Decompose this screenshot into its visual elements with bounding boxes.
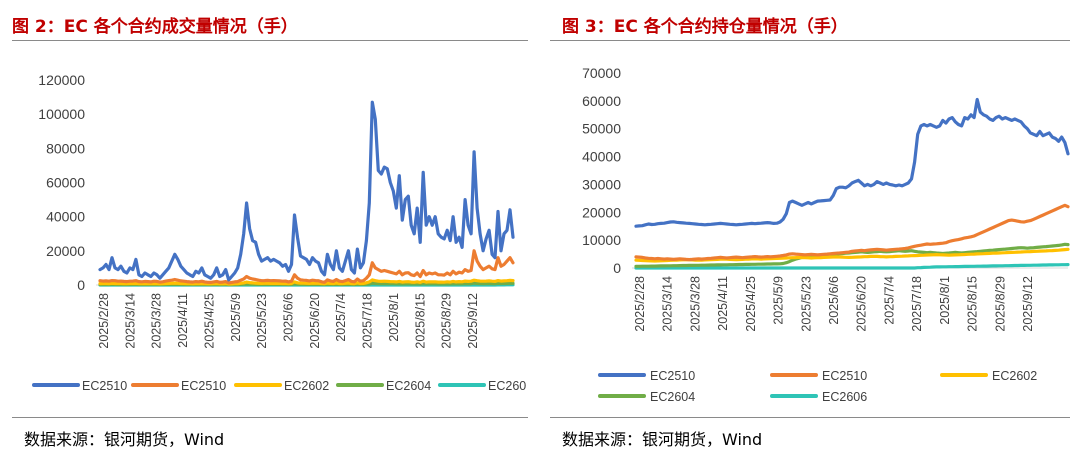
x-tick-label: 2025/5/9 <box>772 276 786 325</box>
y-tick-label: 40000 <box>46 209 85 225</box>
volume-chart-title: 图 2：EC 各个合约成交量情况（手） <box>12 17 298 37</box>
x-tick-label: 2025/6/20 <box>855 276 869 332</box>
volume-chart-panel: 图 2：EC 各个合约成交量情况（手） 0 20000 40000 60000 8000… <box>12 17 528 449</box>
x-tick-label: 2025/8/29 <box>993 276 1007 332</box>
data-source: 数据来源：银河期货，Wind <box>562 430 763 449</box>
data-source: 数据来源：银河期货，Wind <box>24 430 225 449</box>
legend-label: EC2606 <box>822 390 867 404</box>
y-tick-label: 100000 <box>38 106 85 122</box>
x-tick-label: 2025/8/1 <box>387 293 401 342</box>
x-tick-label: 2025/6/20 <box>308 293 322 349</box>
x-tick-label: 2025/5/23 <box>255 293 269 349</box>
y-tick-label: 20000 <box>582 204 621 220</box>
x-tick-label: 2025/6/6 <box>282 293 296 342</box>
x-tick-label: 2025/2/28 <box>97 293 111 349</box>
y-tick-label: 80000 <box>46 140 85 156</box>
y-tick-label: 20000 <box>46 243 85 259</box>
y-tick-label: 60000 <box>46 175 85 191</box>
x-tick-label: 2025/9/12 <box>466 293 480 349</box>
x-tick-label: 2025/9/12 <box>1021 276 1035 332</box>
y-tick-label: 120000 <box>38 72 85 88</box>
series-line-ec2510-0 <box>98 100 515 282</box>
x-tick-label: 2025/4/11 <box>176 293 190 348</box>
legend-label: EC260 <box>488 379 526 393</box>
x-tick-label: 2025/4/11 <box>716 276 730 331</box>
open-interest-chart-panel: 图 3：EC 各个合约持仓量情况（手） 0 10000 20000 30000 4000… <box>548 0 1080 451</box>
x-tick-label: 2025/5/23 <box>799 276 813 332</box>
open-interest-chart-title: 图 3：EC 各个合约持仓量情况（手） <box>562 17 848 37</box>
legend-label: EC2602 <box>992 369 1037 383</box>
y-tick-label: 30000 <box>582 176 621 192</box>
title-divider <box>12 40 528 41</box>
y-tick-label: 50000 <box>582 121 621 137</box>
x-tick-label: 2025/6/6 <box>827 276 841 325</box>
legend-label: EC2510 <box>82 379 127 393</box>
volume-line-chart: 0 20000 40000 60000 80000 100000 120000 2025/2/… <box>32 72 526 393</box>
series-line-ec2606-4 <box>634 263 1070 270</box>
y-tick-label: 10000 <box>582 232 621 248</box>
open-interest-line-chart: 0 10000 20000 30000 40000 50000 60000 70000 2025… <box>582 65 1070 404</box>
x-tick-label: 2025/8/15 <box>413 293 427 349</box>
x-tick-label: 2025/4/25 <box>202 293 216 349</box>
legend-label: EC2510 <box>822 369 867 383</box>
x-tick-label: 2025/3/28 <box>150 293 164 349</box>
series-line-ec2604-3 <box>634 242 1070 268</box>
series-line-ec2510-1 <box>634 203 1070 262</box>
source-divider <box>550 417 1070 418</box>
x-tick-label: 2025/3/14 <box>123 293 137 349</box>
x-tick-label: 2025/2/28 <box>633 276 647 332</box>
x-tick-label: 2025/7/4 <box>334 293 348 342</box>
y-tick-label: 60000 <box>582 93 621 109</box>
x-tick-label: 2025/8/29 <box>440 293 454 349</box>
y-tick-label: 0 <box>613 260 621 276</box>
x-tick-label: 2025/5/9 <box>229 293 243 342</box>
x-tick-label: 2025/3/28 <box>688 276 702 332</box>
series-line-ec2510-1 <box>98 249 515 285</box>
x-tick-label: 2025/8/1 <box>938 276 952 325</box>
legend-label: EC2602 <box>284 379 329 393</box>
x-tick-label: 2025/7/18 <box>361 293 375 349</box>
legend-label: EC2604 <box>650 390 695 404</box>
x-tick-label: 2025/3/14 <box>661 276 675 332</box>
series-line-ec2602-2 <box>98 278 515 286</box>
title-divider <box>550 40 1070 41</box>
series-line-ec2510-0 <box>634 97 1070 228</box>
legend-label: EC2510 <box>181 379 226 393</box>
legend-label: EC2510 <box>650 369 695 383</box>
y-tick-label: 70000 <box>582 65 621 81</box>
y-tick-label: 40000 <box>582 149 621 165</box>
source-divider <box>12 417 528 418</box>
x-tick-label: 2025/7/4 <box>882 276 896 325</box>
y-tick-label: 0 <box>77 277 85 293</box>
x-tick-label: 2025/8/15 <box>966 276 980 332</box>
legend-label: EC2604 <box>386 379 431 393</box>
x-tick-label: 2025/7/18 <box>910 276 924 332</box>
x-tick-label: 2025/4/25 <box>744 276 758 332</box>
